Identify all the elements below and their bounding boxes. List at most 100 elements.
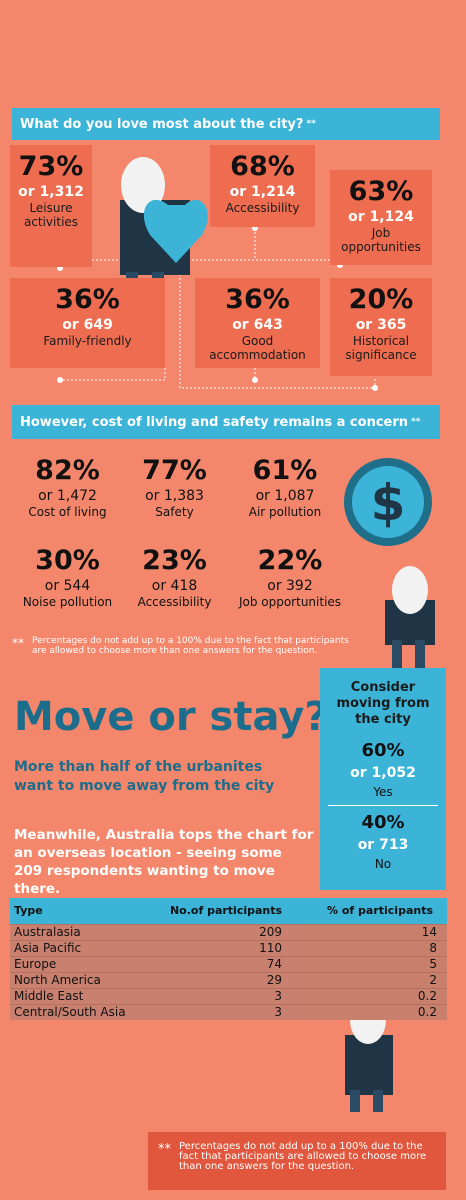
table-cell: 0.2 [304, 1003, 447, 1020]
asterisk: ** [306, 119, 316, 129]
table: Type No.of participants% of participants … [10, 898, 447, 1020]
footnote: ** Percentages do not add up to a 100% d… [148, 1132, 446, 1190]
svg-text:$: $ [371, 474, 406, 532]
label: Leisure activities [23, 201, 79, 229]
percentage: 63% [348, 176, 414, 207]
label: Family-friendly [43, 334, 132, 348]
label: Cost of living [28, 505, 107, 519]
table-cell: Europe [10, 955, 138, 972]
count: or 1,472 [38, 488, 97, 504]
stat-box: 36% or 643 Good accommodation [195, 278, 320, 368]
percentage: 82% [35, 455, 100, 486]
column-header: No.of participants [169, 904, 283, 918]
count: or 1,214 [229, 184, 296, 200]
stat-box: 36% or 649 Family-friendly [10, 278, 165, 368]
section-banner: What do you love most about the city? ** [12, 108, 440, 140]
note-text: Percentages do not add up to a 100% due … [32, 636, 349, 656]
table-row: Australasia 209 14 [10, 923, 447, 940]
column-header: Type [14, 904, 43, 918]
table-cell: 29 [137, 971, 305, 988]
asterisk: ** [411, 417, 421, 427]
stat-box: 30% or 544 Noise pollution [15, 545, 120, 627]
percentage: 30% [35, 545, 100, 576]
sidebar: Consider moving from the city 60% or 1,05… [320, 668, 446, 890]
table-cell: 14 [304, 923, 447, 940]
label: Job opportunities [238, 595, 342, 609]
table-cell: 3 [137, 987, 305, 1004]
header-row: Type No.of participants % of participants [10, 898, 447, 924]
label: No [374, 857, 392, 871]
count: or 392 [267, 578, 313, 594]
label: Accessibility [225, 201, 300, 215]
label: Job opportunities [341, 226, 421, 254]
label: Accessibility [137, 595, 212, 609]
asterisk: ** [158, 1142, 171, 1157]
stat-box: 61% or 1,087 Air pollution [230, 455, 340, 537]
table-cell: North America [10, 971, 138, 988]
table-row: North America 29 2 [10, 971, 447, 988]
table-cell: Australasia [10, 923, 138, 940]
asterisk: ** [12, 636, 24, 650]
table-cell: 209 [137, 923, 305, 940]
percentage: 23% [142, 545, 207, 576]
count: or 649 [62, 317, 113, 333]
percentage: 36% [225, 284, 290, 315]
section-title: However, cost of living and safety remai… [20, 414, 409, 430]
table-cell: Asia Pacific [10, 939, 138, 956]
label: Noise pollution [22, 595, 113, 609]
percentage: 22% [257, 545, 323, 576]
label: Air pollution [248, 505, 322, 519]
paragraph: Meanwhile, Australia tops the chart for … [14, 827, 314, 897]
footnote-text: Percentages do not add up to a 100% due … [179, 1141, 427, 1172]
count: or 418 [151, 578, 198, 594]
count: or 713 [357, 837, 409, 853]
stat-box: 68% or 1,214 Accessibility [210, 145, 315, 227]
table-cell: 74 [137, 955, 305, 972]
table-row: Asia Pacific 110 8 [10, 939, 447, 956]
table-row: Middle East 3 0.2 [10, 987, 447, 1004]
count: or 1,383 [145, 488, 204, 504]
stat-box: 82% or 1,472 Cost of living [15, 455, 120, 537]
table-cell: 3 [137, 1003, 305, 1020]
label: Good accommodation [209, 334, 306, 362]
stat-box: 73% or 1,312 Leisure activities [10, 145, 92, 267]
count: or 1,052 [350, 765, 416, 781]
table-cell: 5 [304, 955, 447, 972]
count: or 544 [44, 578, 91, 594]
percentage: 36% [55, 284, 120, 315]
stat-box: 63% or 1,124 Job opportunities [330, 170, 432, 265]
sidebar-option: 40% or 713 No [328, 805, 438, 877]
count: or 1,087 [255, 488, 315, 504]
count: or 365 [355, 317, 407, 333]
section-banner: However, cost of living and safety remai… [12, 405, 440, 439]
percentage: 40% [361, 812, 405, 833]
stat-box: 22% or 392 Job opportunities [230, 545, 350, 627]
count: or 1,124 [348, 209, 414, 225]
label: Yes [373, 785, 393, 799]
column-header: % of participants [327, 904, 433, 918]
table-cell: Middle East [10, 987, 138, 1004]
stat-box: 23% or 418 Accessibility [122, 545, 227, 627]
table-cell: Central/South Asia [10, 1003, 138, 1020]
table-cell: 0.2 [304, 987, 447, 1004]
count: or 1,312 [18, 184, 84, 200]
percentage: 68% [230, 151, 295, 182]
subheading: More than half of the urbanites want to … [14, 759, 275, 794]
heading: Move or stay? [14, 694, 328, 740]
table-row: Europe 74 5 [10, 955, 447, 972]
label: Safety [155, 505, 194, 519]
percentage: 73% [18, 151, 84, 182]
sidebar-option: 60% or 1,052 Yes [320, 734, 446, 805]
table-cell: 110 [137, 939, 305, 956]
percentage: 61% [252, 455, 318, 486]
stat-box: 20% or 365 Historical significance [330, 278, 432, 376]
note: ** Percentages do not add up to a 100% d… [12, 636, 352, 656]
percentage: 20% [348, 284, 414, 315]
label: Historical significance [345, 334, 417, 362]
sidebar-title: Consider moving from the city [336, 680, 430, 727]
stat-box: 77% or 1,383 Safety [122, 455, 227, 537]
percentage: 60% [361, 740, 405, 761]
percentage: 77% [142, 455, 207, 486]
table-row: Central/South Asia 3 0.2 [10, 1003, 447, 1020]
